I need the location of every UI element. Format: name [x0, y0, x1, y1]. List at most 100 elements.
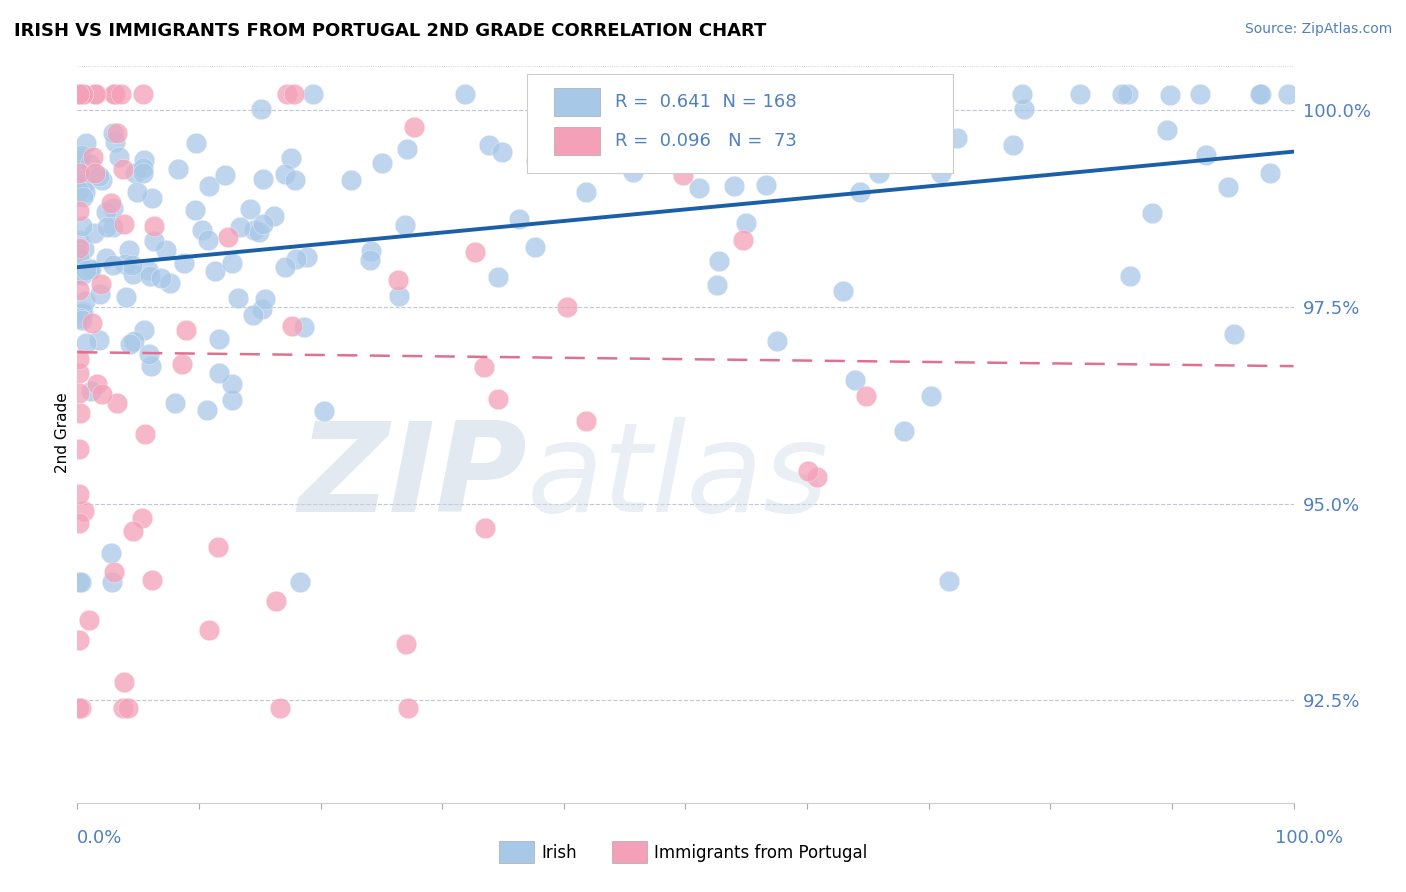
Point: [283, 87, 305, 101]
Point: [243, 223, 266, 237]
Point: [770, 137, 793, 152]
Point: [706, 277, 728, 292]
Text: ZIP: ZIP: [298, 417, 527, 538]
Point: [75, 136, 97, 150]
Point: [555, 300, 578, 314]
Point: [733, 233, 755, 247]
Point: [73, 176, 96, 190]
Point: [735, 216, 758, 230]
Point: [848, 185, 870, 199]
Point: [301, 87, 323, 101]
Point: [280, 151, 302, 165]
Point: [574, 185, 596, 199]
Point: [198, 178, 221, 193]
Point: [472, 360, 495, 375]
Point: [122, 267, 145, 281]
Point: [1001, 137, 1024, 152]
Point: [1222, 327, 1244, 342]
Point: [204, 264, 226, 278]
Point: [714, 125, 737, 139]
Text: Immigrants from Portugal: Immigrants from Portugal: [654, 844, 868, 862]
Point: [783, 126, 806, 140]
Point: [696, 134, 718, 148]
Point: [568, 87, 591, 101]
Point: [1195, 148, 1218, 162]
Point: [486, 269, 509, 284]
Point: [108, 150, 131, 164]
Point: [247, 225, 270, 239]
Point: [893, 424, 915, 438]
Point: [79, 261, 101, 276]
Point: [104, 136, 127, 150]
Point: [67, 87, 90, 101]
Point: [75, 293, 97, 308]
Point: [394, 637, 416, 651]
Point: [796, 464, 818, 478]
Point: [173, 255, 195, 269]
Point: [1111, 87, 1133, 101]
Point: [284, 252, 307, 267]
Point: [138, 347, 160, 361]
Point: [70, 268, 93, 282]
Point: [226, 291, 249, 305]
Point: [263, 210, 285, 224]
FancyBboxPatch shape: [554, 127, 600, 155]
Point: [112, 674, 135, 689]
Point: [79, 157, 101, 171]
Point: [67, 153, 90, 168]
Point: [67, 575, 90, 590]
Point: [112, 161, 135, 176]
Point: [101, 258, 124, 272]
Point: [402, 120, 425, 135]
Point: [929, 166, 952, 180]
Point: [1216, 180, 1239, 194]
Point: [142, 234, 165, 248]
Point: [252, 302, 274, 317]
Point: [688, 181, 710, 195]
Point: [69, 311, 91, 326]
Point: [242, 308, 264, 322]
Point: [72, 170, 94, 185]
Point: [121, 258, 143, 272]
Point: [83, 226, 105, 240]
Point: [136, 263, 159, 277]
Point: [143, 219, 166, 234]
Point: [110, 87, 132, 101]
Point: [70, 313, 93, 327]
Point: [575, 414, 598, 428]
Point: [125, 185, 148, 199]
FancyBboxPatch shape: [527, 73, 953, 173]
Point: [131, 511, 153, 525]
Point: [395, 143, 418, 157]
Point: [112, 217, 135, 231]
Point: [84, 166, 107, 180]
Point: [1140, 206, 1163, 220]
Point: [1249, 87, 1271, 101]
Point: [67, 351, 90, 366]
Point: [118, 244, 141, 258]
Point: [67, 166, 90, 180]
Point: [105, 126, 128, 140]
Point: [67, 283, 90, 297]
Point: [94, 204, 117, 219]
Point: [73, 185, 96, 199]
Point: [84, 87, 107, 101]
Point: [648, 96, 671, 111]
Point: [474, 521, 496, 535]
Point: [104, 87, 127, 101]
Point: [765, 334, 787, 348]
Point: [1011, 87, 1033, 101]
Point: [1156, 123, 1178, 137]
Point: [67, 204, 90, 219]
Point: [132, 161, 155, 175]
Point: [100, 546, 122, 560]
Point: [524, 154, 547, 169]
Point: [214, 169, 236, 183]
Point: [946, 131, 969, 145]
Point: [67, 267, 90, 281]
Point: [67, 516, 90, 531]
Point: [141, 573, 163, 587]
Point: [197, 233, 219, 247]
Point: [75, 262, 97, 277]
Point: [284, 172, 307, 186]
